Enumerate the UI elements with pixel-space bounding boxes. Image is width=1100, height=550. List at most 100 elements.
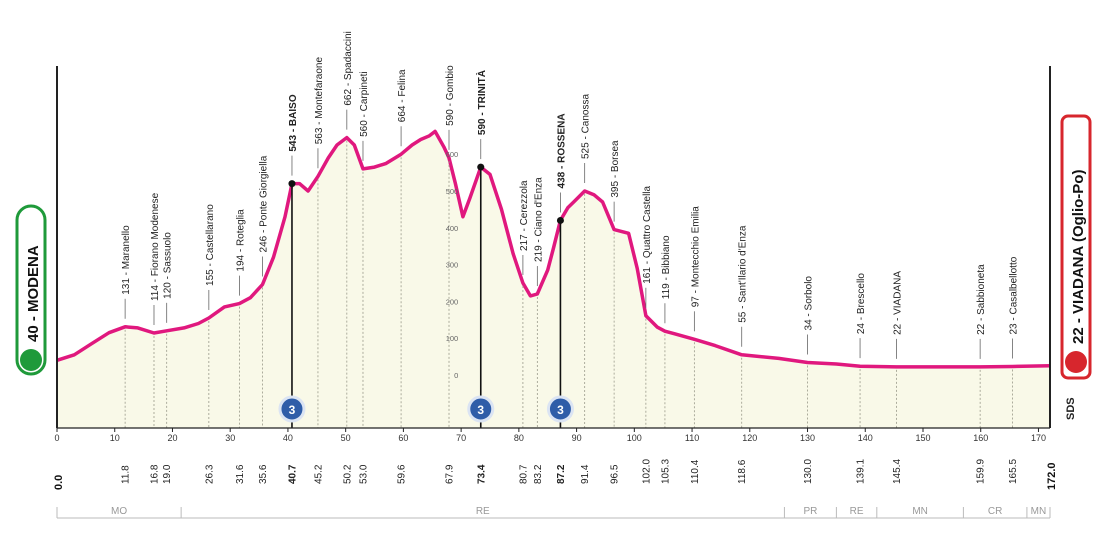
altitude-scale: 600 500 400 300 200 100 0 bbox=[446, 150, 459, 380]
start-label: 40 - MODENA bbox=[25, 245, 42, 342]
altitude-tick-label: 200 bbox=[446, 297, 459, 306]
place-label: 161 - Quattro Castella bbox=[642, 185, 653, 283]
km-tick-label: 120 bbox=[742, 433, 757, 443]
km-tick-label: 10 bbox=[110, 433, 120, 443]
climb-category-badge bbox=[546, 395, 574, 423]
region-label: PR bbox=[803, 506, 817, 517]
place-label: 23 - Casalbellotto bbox=[1008, 256, 1019, 334]
place-label: 590 - TRINITÀ bbox=[475, 70, 488, 135]
finish-label: 22 - VIADANA (Oglio-Po) bbox=[1070, 170, 1087, 344]
place-label: 395 - Borsea bbox=[610, 140, 621, 198]
distance-label: 118.6 bbox=[737, 459, 748, 484]
altitude-tick-label: 400 bbox=[446, 224, 459, 233]
place-label: 246 - Ponte Giorgiella bbox=[259, 155, 270, 252]
place-label: 114 - Fiorano Modenese bbox=[150, 192, 161, 301]
finish-badge bbox=[1060, 114, 1092, 380]
distance-label: 139.1 bbox=[856, 459, 867, 484]
distance-label: 110.4 bbox=[690, 459, 701, 484]
distance-label: 91.4 bbox=[580, 464, 591, 484]
place-label: 120 - Sassuolo bbox=[163, 232, 174, 299]
distance-label: 83.2 bbox=[533, 464, 544, 484]
distance-label: 73.4 bbox=[476, 464, 487, 484]
km-tick-label: 60 bbox=[398, 433, 408, 443]
km-tick-label: 130 bbox=[800, 433, 815, 443]
km-tick-label: 170 bbox=[1031, 433, 1046, 443]
km-tick-label: 20 bbox=[167, 433, 177, 443]
altitude-tick-label: 100 bbox=[446, 334, 459, 343]
distance-label: 11.8 bbox=[121, 465, 132, 484]
distance-label: 26.3 bbox=[204, 464, 215, 484]
region-label: RE bbox=[850, 506, 864, 517]
place-label: 131 - Maranello bbox=[121, 225, 132, 295]
distance-label: 80.7 bbox=[518, 464, 529, 484]
distance-label: 87.2 bbox=[556, 464, 567, 484]
km-axis: 0 10 20 30 40 50 60 70 80 90 100 110 120 130 140 150 160… bbox=[54, 427, 1050, 443]
region-label: CR bbox=[988, 506, 1002, 517]
place-label: 219 - Ciano d'Enza bbox=[533, 177, 544, 262]
distance-label: 53.0 bbox=[358, 464, 369, 484]
distance-label: 40.7 bbox=[287, 464, 298, 484]
finish-marker: 22 - VIADANA (Oglio-Po) 172.0 bbox=[1046, 66, 1092, 490]
place-label: 34 - Sorbolo bbox=[804, 276, 815, 331]
km-tick-label: 30 bbox=[225, 433, 235, 443]
region-bar: MO RE PR RE MN CR MN bbox=[56, 506, 1051, 519]
region-label: MN bbox=[1031, 506, 1047, 517]
place-label: 560 - Carpineti bbox=[359, 71, 370, 137]
km-tick-label: 80 bbox=[514, 433, 524, 443]
altitude-tick-label: 0 bbox=[454, 371, 458, 380]
km-tick-label: 50 bbox=[341, 433, 351, 443]
summit-dot bbox=[477, 163, 485, 171]
place-label: 24 - Brescello bbox=[856, 273, 867, 335]
place-label: 55 - Sant'Ilario d'Enza bbox=[738, 225, 749, 323]
start-marker: 40 - MODENA 0.0 bbox=[15, 66, 65, 490]
region-label: MO bbox=[111, 506, 127, 517]
place-label: 662 - Spadaccini bbox=[343, 31, 354, 106]
km-tick-label: 70 bbox=[456, 433, 466, 443]
distance-label: 67.9 bbox=[445, 464, 456, 484]
distance-label: 130.0 bbox=[803, 459, 814, 484]
place-label: 22 - VIADANA bbox=[892, 271, 903, 335]
altitude-tick-label: 600 bbox=[446, 150, 459, 159]
distance-label: 31.6 bbox=[235, 464, 246, 484]
altitude-tick-label: 500 bbox=[446, 187, 459, 196]
place-label: 525 - Canossa bbox=[581, 94, 592, 159]
place-label: 664 - Felina bbox=[397, 69, 408, 122]
summit-dot bbox=[556, 216, 564, 224]
altitude-tick-label: 300 bbox=[446, 261, 459, 270]
km-tick-label: 110 bbox=[685, 433, 699, 443]
km-tick-label: 140 bbox=[858, 433, 873, 443]
place-label: 119 - Bibbiano bbox=[661, 235, 672, 299]
km-tick-label: 40 bbox=[283, 433, 293, 443]
climb-markers: 3 3 3 bbox=[278, 163, 574, 423]
place-label: 563 - Montefaraone bbox=[314, 57, 325, 145]
place-label: 22 - Sabbioneta bbox=[976, 264, 987, 335]
finish-km: 172.0 bbox=[1046, 462, 1058, 490]
place-label: 590 - Gombio bbox=[445, 65, 456, 126]
start-badge bbox=[15, 204, 47, 376]
bicycle-icon bbox=[1065, 351, 1087, 373]
region-label: MN bbox=[912, 506, 928, 517]
distance-label: 45.2 bbox=[313, 464, 324, 484]
km-tick-label: 0 bbox=[54, 433, 59, 443]
km-tick-label: 150 bbox=[915, 433, 930, 443]
bicycle-icon bbox=[20, 349, 42, 371]
place-label: 543 - BAISO bbox=[288, 94, 299, 151]
distance-label: 159.9 bbox=[976, 459, 987, 484]
summit-dot bbox=[288, 180, 296, 188]
distance-labels: 11.8 16.8 19.0 26.3 31.6 35.6 40.7 45.2 50.2 53.0… bbox=[121, 459, 1019, 484]
profile-line bbox=[56, 129, 1051, 369]
start-km: 0.0 bbox=[53, 475, 65, 490]
distance-label: 16.8 bbox=[149, 464, 160, 484]
km-tick-label: 100 bbox=[627, 433, 642, 443]
place-label: 438 - ROSSENA bbox=[556, 113, 567, 188]
climb-category: 3 bbox=[477, 403, 484, 417]
climb-category-badge bbox=[467, 395, 495, 423]
distance-label: 59.6 bbox=[397, 464, 408, 484]
distance-label: 145.4 bbox=[892, 459, 903, 484]
place-label: 217 - Cerezzola bbox=[519, 180, 530, 251]
distance-label: 19.0 bbox=[162, 464, 173, 484]
climb-category: 3 bbox=[289, 403, 296, 417]
profile-area bbox=[57, 131, 1050, 428]
place-label: 155 - Castellarano bbox=[205, 204, 216, 286]
